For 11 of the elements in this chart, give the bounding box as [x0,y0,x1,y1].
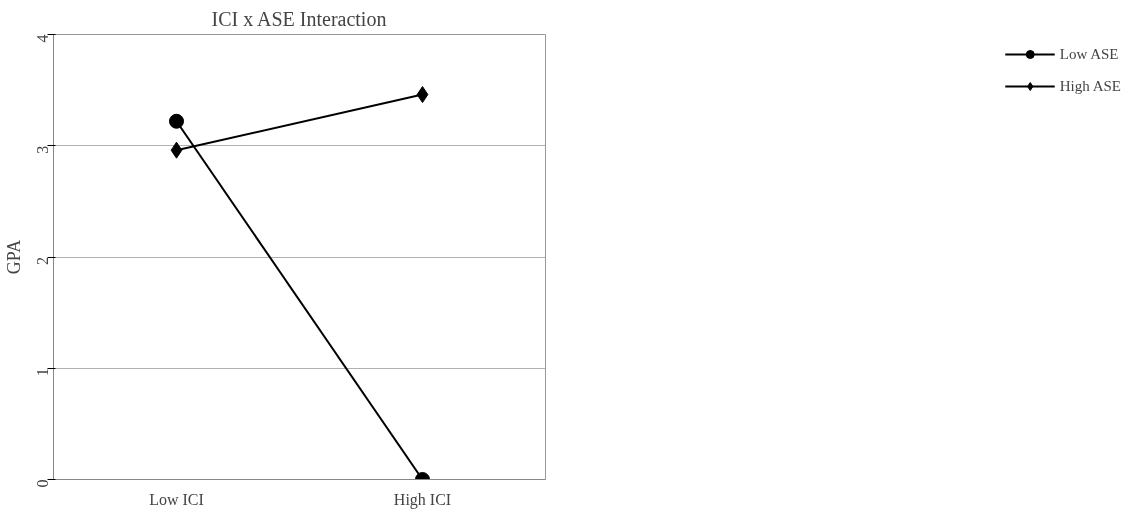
y-tick-label: 1 [34,368,51,377]
chart-title: ICI x ASE Interaction [211,7,387,30]
y-tick-label: 4 [34,34,51,43]
legend-label: High ASE [1059,77,1121,95]
y-tick-label: 2 [34,257,51,265]
y-tick-label: 0 [34,479,51,488]
y-tick-label: 3 [34,145,51,154]
legend-label: Low ASE [1059,45,1119,63]
x-tick-label: High ICI [393,490,452,509]
y-axis-title: GPA [3,239,24,275]
x-tick-label: Low ICI [149,490,204,508]
